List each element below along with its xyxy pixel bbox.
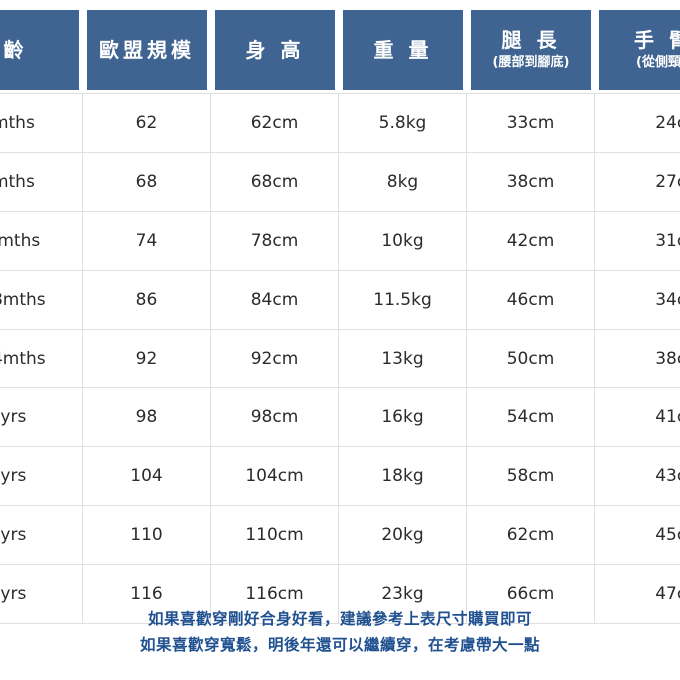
column-header-arm-length: 手 臂 長 (從側頸到手腕) [595,10,680,93]
column-header-height: 身 高 [211,10,339,93]
cell-arm: 31cm [595,211,680,271]
cell-eu: 110 [83,506,211,566]
cell-eu: 62 [83,93,211,153]
cell-eu: 116 [83,565,211,625]
cell-arm: 47cm [595,565,680,625]
cell-weight: 8kg [339,152,467,212]
purchase-advice-line-2: 如果喜歡穿寬鬆，明後年還可以繼續穿，在考慮帶大一點 [139,636,540,654]
cell-age: 12-18mths [0,270,83,330]
cell-height: 110cm [211,506,339,566]
table-row: 18-24mths9292cm13kg50cm38cm [0,329,680,389]
cell-weight: 16kg [339,388,467,448]
cell-height: 98cm [211,388,339,448]
column-header-leg-length: 腿 長 (腰部到腳底) [467,10,595,93]
table-row: 3-6mths6868cm8kg38cm27cm [0,152,680,212]
column-header-arm-length-label: 手 臂 長 [634,28,680,53]
table-row: 6-12mths7478cm10kg42cm31cm [0,211,680,271]
cell-eu: 98 [83,388,211,448]
cell-height: 92cm [211,329,339,389]
cell-leg: 46cm [467,270,595,330]
cell-weight: 10kg [339,211,467,271]
column-header-weight: 重 量 [339,10,467,93]
cell-weight: 5.8kg [339,93,467,153]
table-body: 0-3mths6262cm5.8kg33cm24cm3-6mths6868cm8… [0,93,680,625]
table-row: 3-4yrs104104cm18kg58cm43cm [0,447,680,507]
cell-leg: 33cm [467,93,595,153]
cell-eu: 74 [83,211,211,271]
cell-height: 84cm [211,270,339,330]
cell-age: 0-3mths [0,93,83,153]
column-header-weight-label: 重 量 [373,37,433,62]
purchase-advice-line-1: 如果喜歡穿剛好合身好看，建議參考上表尺寸購買即可 [147,610,532,628]
column-header-eu-size: 歐盟規模 [83,10,211,93]
column-header-leg-length-label: 腿 長 [501,28,561,53]
table-row: 5-6yrs116116cm23kg66cm47cm [0,565,680,625]
cell-weight: 11.5kg [339,270,467,330]
column-header-height-label: 身 高 [245,37,305,62]
cell-leg: 42cm [467,211,595,271]
cell-eu: 86 [83,270,211,330]
cell-arm: 27cm [595,152,680,212]
column-header-leg-length-sublabel: (腰部到腳底) [492,55,570,71]
cell-eu: 68 [83,152,211,212]
column-header-arm-length-sublabel: (從側頸到手腕) [636,55,680,71]
cell-arm: 43cm [595,447,680,507]
cell-leg: 54cm [467,388,595,448]
purchase-advice-note: 如果喜歡穿剛好合身好看，建議參考上表尺寸購買即可 如果喜歡穿寬鬆，明後年還可以繼… [0,606,680,658]
table-row: 0-3mths6262cm5.8kg33cm24cm [0,93,680,153]
cell-eu: 92 [83,329,211,389]
cell-age: 3-6mths [0,152,83,212]
cell-leg: 50cm [467,329,595,389]
cell-height: 68cm [211,152,339,212]
cell-height: 116cm [211,565,339,625]
cell-arm: 38cm [595,329,680,389]
header-row: 年 齡 歐盟規模 身 高 重 量 腿 長 (腰部到腳底) 手 臂 長 (從側頸到 [0,10,680,93]
cell-arm: 34cm [595,270,680,330]
table-header: 年 齡 歐盟規模 身 高 重 量 腿 長 (腰部到腳底) 手 臂 長 (從側頸到 [0,10,680,93]
table-row: 12-18mths8684cm11.5kg46cm34cm [0,270,680,330]
cell-height: 78cm [211,211,339,271]
cell-weight: 23kg [339,565,467,625]
table-row: 2-3yrs9898cm16kg54cm41cm [0,388,680,448]
cell-age: 3-4yrs [0,447,83,507]
cell-leg: 58cm [467,447,595,507]
cell-eu: 104 [83,447,211,507]
cell-height: 62cm [211,93,339,153]
cell-weight: 20kg [339,506,467,566]
column-header-age: 年 齡 [0,10,83,93]
cell-weight: 18kg [339,447,467,507]
cell-leg: 66cm [467,565,595,625]
column-header-eu-size-label: 歐盟規模 [99,37,195,62]
cell-age: 5-6yrs [0,565,83,625]
cell-arm: 24cm [595,93,680,153]
cell-arm: 45cm [595,506,680,566]
cell-leg: 38cm [467,152,595,212]
column-header-age-label: 年 齡 [0,37,28,62]
size-chart-table: 年 齡 歐盟規模 身 高 重 量 腿 長 (腰部到腳底) 手 臂 長 (從側頸到 [0,10,680,625]
cell-height: 104cm [211,447,339,507]
table-row: 4-5yrs110110cm20kg62cm45cm [0,506,680,566]
cell-weight: 13kg [339,329,467,389]
cell-leg: 62cm [467,506,595,566]
cell-arm: 41cm [595,388,680,448]
cell-age: 6-12mths [0,211,83,271]
